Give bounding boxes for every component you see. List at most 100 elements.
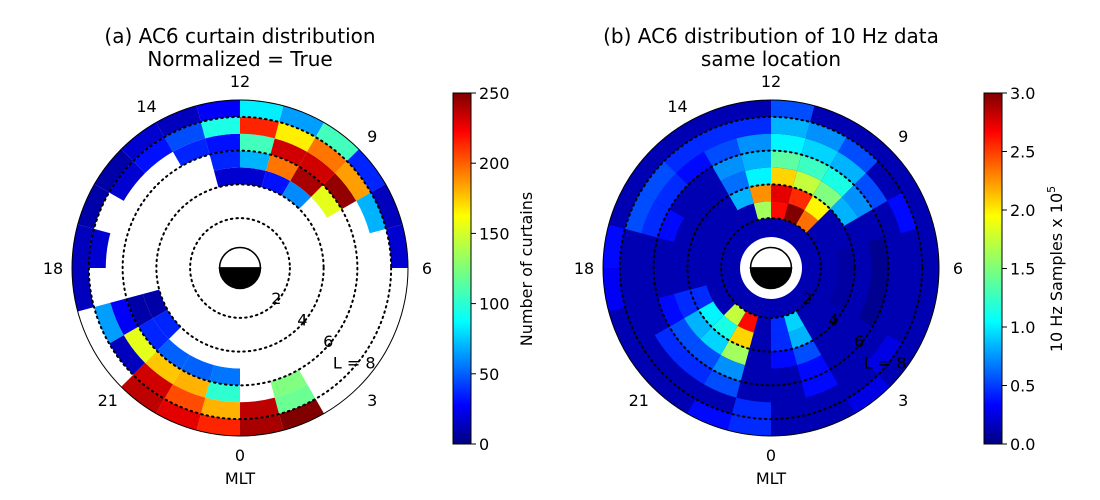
panel-a-mlt-tick-labels: 12 9 6 3 0 21 18 14 (43, 72, 432, 465)
colorbar-tick-label: 50 (479, 365, 499, 384)
heatmap-cell (795, 210, 819, 233)
heatmap-cell (676, 151, 713, 185)
mlt-tick-label: 0 (766, 446, 776, 465)
earth-dayside (218, 246, 262, 269)
panel-b-colorbar: 0.0 0.5 1.0 1.5 2.0 2.5 3.0 10 Hz Samples x 10… (983, 84, 1066, 454)
heatmap-cell (771, 348, 798, 369)
heatmap-cell (783, 203, 805, 225)
heatmap-cell (77, 184, 110, 229)
heatmap-cell (835, 268, 855, 290)
heatmap-cell (274, 122, 316, 152)
l-tick-label: 4 (297, 310, 307, 329)
heatmap-cell (887, 192, 917, 234)
panel-a-title-line1: (a) AC6 curtain distribution (104, 24, 375, 48)
mlt-tick-label: 18 (43, 259, 63, 278)
panel-b-colorbar-label-base: 10 Hz Samples x 10 (1047, 193, 1066, 352)
l-shell-gridline (189, 217, 291, 319)
heatmap-cell (771, 116, 811, 139)
heatmap-cell (240, 397, 280, 420)
heatmap-cell (298, 151, 335, 185)
heatmap-cell (688, 339, 721, 370)
heatmap-cell (205, 381, 240, 403)
heatmap-cell (94, 149, 134, 193)
panel-a-polar-frame (71, 99, 409, 437)
mlt-tick-label: 9 (367, 127, 377, 146)
heatmap-cell (240, 116, 280, 139)
heatmap-cell (771, 100, 815, 123)
heatmap-cell (664, 137, 704, 174)
colorbar-tick-label: 3.0 (1010, 84, 1035, 103)
heatmap-cell (240, 100, 284, 123)
heatmap-cell (829, 151, 866, 185)
earth-nightside (218, 267, 262, 290)
heatmap-cell (771, 184, 793, 204)
heatmap-cell (858, 294, 885, 327)
colorbar-tick-label: 200 (479, 154, 510, 173)
heatmap-cell (654, 326, 688, 363)
heatmap-cell (783, 311, 805, 333)
heatmap-cell (801, 369, 839, 398)
heatmap-cell (729, 325, 754, 349)
panel-b-l-shell-gridlines (618, 115, 924, 421)
l-shell-gridline (618, 115, 924, 421)
heatmap-cell (842, 185, 873, 218)
heatmap-cell (240, 133, 275, 155)
colorbar-tick-label: 1.5 (1010, 260, 1035, 279)
l-shell-gridline (652, 149, 890, 387)
heatmap-cell (821, 166, 854, 197)
heatmap-cell (138, 318, 169, 351)
heatmap-cell (123, 326, 157, 363)
heatmap-cell (687, 398, 732, 431)
mlt-tick-label: 21 (98, 391, 118, 410)
heatmap-cell (736, 133, 771, 155)
heatmap-cell (792, 340, 822, 366)
heatmap-cell (712, 154, 745, 181)
heatmap-cell (164, 122, 206, 152)
panel-b-colorbar-label-exponent: 5 (1045, 186, 1058, 193)
panel-a-title-line2: Normalized = True (147, 47, 332, 71)
mlt-tick-label: 14 (667, 97, 687, 116)
panel-b-10hz-distribution: (b) AC6 distribution of 10 Hz data same … (574, 24, 963, 488)
heatmap-cell (209, 150, 240, 171)
heatmap-cell (657, 209, 684, 242)
heatmap-cell (740, 150, 771, 171)
heatmap-cell (703, 138, 741, 167)
heatmap-cell (703, 369, 741, 398)
heatmap-cell (771, 133, 806, 155)
panel-a-earth-icon (209, 237, 271, 299)
panel-a-colorbar-ticks: 0 50 100 150 200 250 (471, 84, 510, 454)
earth-nightside (749, 267, 793, 290)
l-shell-gridline (686, 183, 856, 353)
heatmap-cell (868, 268, 889, 299)
heatmap-cell (812, 180, 843, 209)
heatmap-cell (172, 369, 210, 398)
heatmap-cell (804, 195, 831, 221)
heatmap-cell (385, 224, 408, 268)
heatmap-cell (200, 116, 240, 139)
panel-a-colorbar: 0 50 100 150 200 250 Number of curtains (452, 84, 536, 454)
heatmap-cell (205, 133, 240, 155)
heatmap-cell (838, 137, 878, 174)
colorbar-tick-label: 2.5 (1010, 143, 1035, 162)
heatmap-cell (370, 184, 403, 229)
l-shell-gridline (720, 217, 822, 319)
panel-a-l-shell-gridlines (87, 115, 393, 421)
heatmap-cell (698, 301, 724, 328)
panel-b-colorbar-gradient (983, 92, 1003, 445)
heatmap-cell (695, 122, 737, 152)
mlt-tick-label: 0 (235, 446, 245, 465)
heatmap-cell (290, 166, 323, 197)
heatmap-cell (737, 311, 759, 333)
heatmap-cell (315, 122, 359, 162)
heatmap-cell (200, 397, 240, 420)
panel-b-polar-frame (602, 99, 940, 437)
heatmap-cell (156, 105, 201, 138)
colorbar-tick-label: 150 (479, 224, 510, 243)
l-tick-label: L = 8 (333, 354, 376, 373)
heatmap-cell (110, 298, 139, 336)
mlt-tick-label: 14 (136, 97, 156, 116)
heatmap-cell (625, 192, 655, 234)
colorbar-tick-label: 100 (479, 295, 510, 314)
